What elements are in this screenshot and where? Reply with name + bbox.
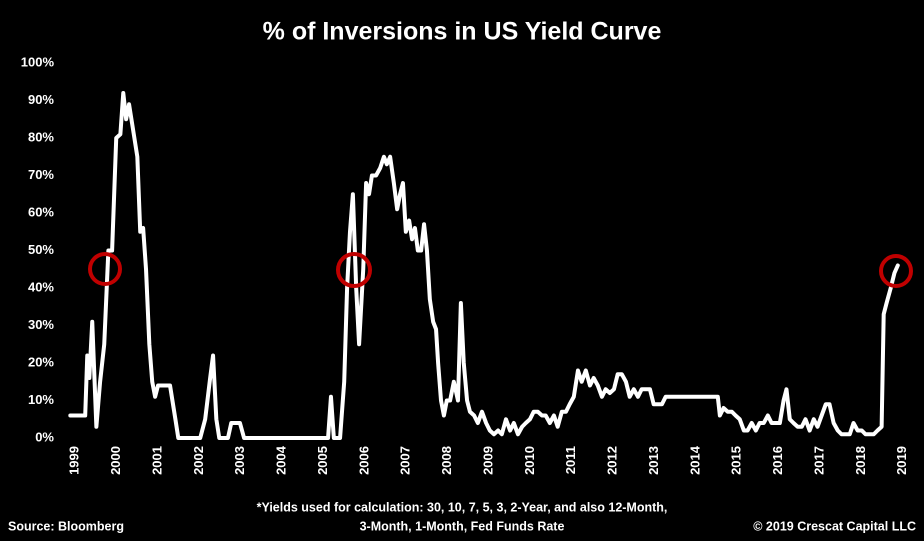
- x-tick-label: 2003: [232, 446, 247, 475]
- y-tick-label: 60%: [28, 204, 54, 219]
- line-series: [68, 91, 900, 440]
- footnote: 3-Month, 1-Month, Fed Funds Rate: [360, 519, 565, 533]
- x-tick-label: 2001: [149, 446, 164, 475]
- x-tick-label: 2000: [108, 446, 123, 475]
- chart-title: % of Inversions in US Yield Curve: [263, 18, 662, 46]
- x-tick-label: 2004: [274, 445, 289, 475]
- x-tick-label: 2009: [480, 446, 495, 475]
- y-tick-label: 50%: [28, 242, 54, 257]
- copyright: © 2019 Crescat Capital LLC: [753, 519, 916, 533]
- x-tick-label: 2017: [811, 446, 826, 475]
- x-tick-label: 2002: [191, 446, 206, 475]
- x-tick-label: 2010: [522, 446, 537, 475]
- x-tick-label: 2005: [315, 446, 330, 475]
- x-tick-label: 2006: [356, 446, 371, 475]
- x-tick-label: 2011: [563, 446, 578, 474]
- x-tick-label: 2012: [605, 446, 620, 475]
- x-tick-label: 2019: [894, 446, 909, 475]
- y-tick-label: 80%: [28, 129, 54, 144]
- x-tick-label: 2008: [439, 446, 454, 475]
- plot-area: 0% 10% 20% 30% 40% 50% 60% 70% 80% 90% 100% 1999 200…: [21, 54, 909, 474]
- highlight-circle: [88, 252, 122, 286]
- footnote: *Yields used for calculation: 30, 10, 7,…: [257, 500, 668, 514]
- highlight-circle: [336, 252, 372, 288]
- x-tick-label: 2015: [729, 446, 744, 475]
- x-tick-label: 2013: [646, 446, 661, 475]
- x-tick-label: 2016: [770, 446, 785, 475]
- highlight-circle: [879, 254, 913, 288]
- y-tick-label: 40%: [28, 279, 54, 294]
- x-tick-label: 2018: [853, 446, 868, 475]
- x-tick-label: 2014: [687, 445, 702, 475]
- y-tick-label: 100%: [21, 54, 55, 69]
- x-tick-label: 2007: [398, 446, 413, 475]
- source: Source: Bloomberg: [8, 519, 124, 533]
- x-tick-label: 1999: [67, 446, 82, 475]
- y-tick-label: 70%: [28, 167, 54, 182]
- y-tick-label: 10%: [28, 392, 54, 407]
- y-tick-label: 90%: [28, 92, 54, 107]
- y-tick-label: 0%: [35, 429, 54, 444]
- y-tick-label: 30%: [28, 317, 54, 332]
- y-tick-label: 20%: [28, 354, 54, 369]
